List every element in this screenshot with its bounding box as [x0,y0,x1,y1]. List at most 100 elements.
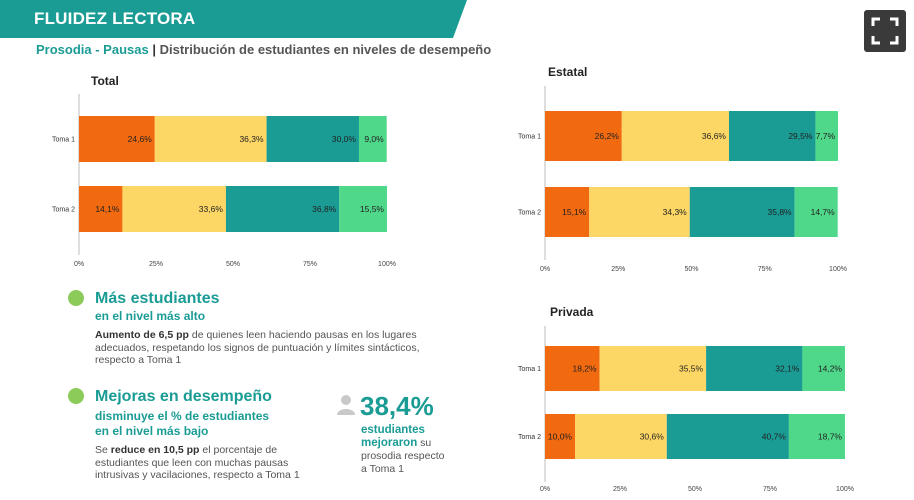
bar-segment [358,116,387,162]
data-label: 18,7% [818,432,843,442]
highlight-line2: mejoraron su [361,437,431,450]
category-label: Toma 1 [518,134,541,141]
bar-segment [575,414,667,459]
category-label: Toma 2 [52,207,75,214]
bar-segment [788,414,845,459]
category-label: Toma 2 [518,210,541,217]
expand-button[interactable] [864,10,906,52]
insight-2-body: Se reduce en 10,5 pp el porcentaje de es… [95,444,330,482]
data-label: 36,8% [312,204,337,214]
insight-2-subheading-line1: disminuye el % de estudiantes [95,409,270,423]
x-tick-label: 75% [763,486,777,493]
data-label: 30,0% [332,134,357,144]
data-label: 32,1% [775,364,800,374]
x-tick-label: 25% [613,486,627,493]
bar-segment [815,111,838,161]
bar-segment [589,187,690,237]
chart-title: Total [91,74,119,88]
x-tick-label: 75% [758,266,772,273]
data-label: 30,6% [640,432,665,442]
x-tick-label: 100% [829,266,847,273]
bar-segment [729,111,816,161]
highlight-value: 38,4% [360,391,434,421]
data-label: 14,1% [95,204,120,214]
insight-2-body-pre: Se [95,444,111,456]
chart-title: Estatal [548,65,587,79]
x-tick-label: 50% [226,261,240,268]
insight-1-subheading: en el nivel más alto [95,309,206,323]
data-label: 29,5% [788,131,813,141]
bar-segment [545,187,590,237]
x-tick-label: 25% [149,261,163,268]
highlight-label-line2: mejoraron [361,437,418,449]
highlight-label-line1: estudiantes [361,424,425,436]
category-label: Toma 1 [518,366,541,373]
data-label: 33,6% [199,204,224,214]
data-label: 15,1% [562,207,587,217]
data-label: 14,7% [811,207,836,217]
bar-segment [706,346,803,391]
x-tick-label: 75% [303,261,317,268]
subtitle-topic: Prosodia - Pausas [36,42,149,57]
insight-2-body-rest: el porcentaje de estudiantes que leen co… [95,444,300,481]
x-tick-label: 100% [378,261,396,268]
data-label: 35,5% [679,364,704,374]
subtitle-separator: | [148,42,160,57]
insight-1-body-rest: de quienes leen haciendo pausas en los l… [95,329,420,366]
data-label: 15,5% [360,204,385,214]
subtitle-description: Distribución de estudiantes en niveles d… [159,42,492,57]
bar-segment [545,346,600,391]
data-label: 36,3% [239,134,264,144]
bar-segment [154,116,267,162]
data-label: 18,2% [572,364,597,374]
bar-segment [545,111,622,161]
insight-2-subheading-line2: en el nivel más bajo [95,424,209,438]
expand-icon [871,17,899,45]
data-label: 36,6% [702,131,727,141]
highlight-rest-a: su [417,437,432,449]
insight-1-body: Aumento de 6,5 pp de quienes leen hacien… [95,329,455,367]
category-label: Toma 2 [518,434,541,441]
bullet-dot [68,388,84,404]
subtitle: Prosodia - Pausas | Distribución de estu… [36,42,491,57]
bar-segment [666,414,789,459]
insight-1-heading: Más estudiantes [95,290,220,307]
insight-1-body-bold: Aumento de 6,5 pp [95,329,189,341]
bar-segment [122,186,226,232]
x-tick-label: 0% [540,266,550,273]
data-label: 40,7% [762,432,787,442]
highlight-rest-c: a Toma 1 [361,463,404,475]
data-label: 34,3% [663,207,688,217]
header-band [0,0,467,38]
x-tick-label: 50% [688,486,702,493]
x-tick-label: 100% [836,486,854,493]
bar-segment [689,187,795,237]
data-label: 14,2% [818,364,843,374]
person-icon [337,395,355,415]
bar-segment [339,186,387,232]
data-label: 10,0% [548,432,573,442]
bar-segment [802,346,845,391]
x-tick-label: 25% [611,266,625,273]
data-label: 26,2% [595,131,620,141]
data-label: 9,0% [364,134,384,144]
x-tick-label: 0% [540,486,550,493]
bar-segment [225,186,340,232]
bar-segment [79,186,123,232]
data-label: 7,7% [816,131,836,141]
chart-title: Privada [550,305,594,319]
x-tick-label: 0% [74,261,84,268]
data-label: 24,6% [128,134,153,144]
insight-2-heading: Mejoras en desempeño [95,388,272,405]
bar-segment [545,414,575,459]
bullet-dot [68,290,84,306]
bar-segment [79,116,155,162]
category-label: Toma 1 [52,137,75,144]
x-tick-label: 50% [684,266,698,273]
insight-2-body-bold: reduce en 10,5 pp [110,444,200,456]
bar-segment [621,111,730,161]
highlight-rest-b: prosodia respecto [361,450,445,462]
data-label: 35,8% [768,207,793,217]
page-title: FLUIDEZ LECTORA [34,9,196,28]
